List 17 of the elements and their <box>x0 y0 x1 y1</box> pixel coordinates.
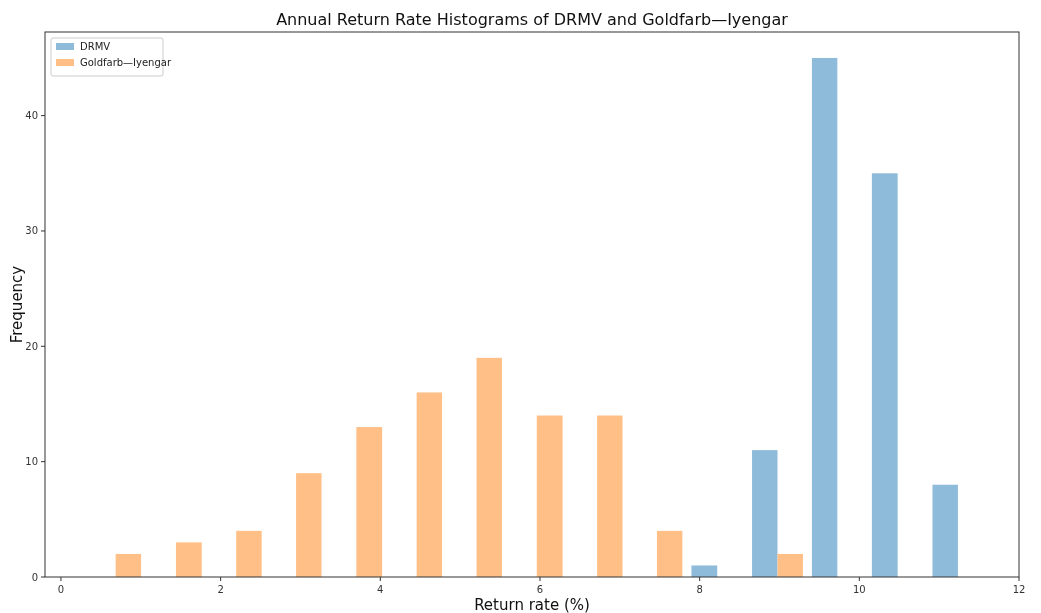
x-tick-label: 10 <box>852 584 866 595</box>
y-tick-label: 30 <box>25 225 38 237</box>
legend-label: DRMV <box>80 41 111 52</box>
y-tick-label: 20 <box>25 340 38 352</box>
y-tick-label: 40 <box>25 110 38 122</box>
x-axis-title: Return rate (%) <box>474 596 590 613</box>
legend-label: Goldfarb—Iyengar <box>80 57 172 68</box>
y-tick-label: 10 <box>25 456 38 468</box>
chart-title: Annual Return Rate Histograms of DRMV and Goldfarb—Iyengar <box>276 10 789 29</box>
x-tick-label: 2 <box>217 584 224 595</box>
y-axis-title: Frequency <box>8 265 26 344</box>
y-tick-label: 0 <box>31 571 38 583</box>
x-tick-label: 0 <box>57 584 65 595</box>
x-tick-label: 12 <box>1012 584 1026 595</box>
x-tick-label: 8 <box>696 584 703 595</box>
x-tick-label: 4 <box>377 584 384 595</box>
x-tick-label: 6 <box>536 584 544 595</box>
